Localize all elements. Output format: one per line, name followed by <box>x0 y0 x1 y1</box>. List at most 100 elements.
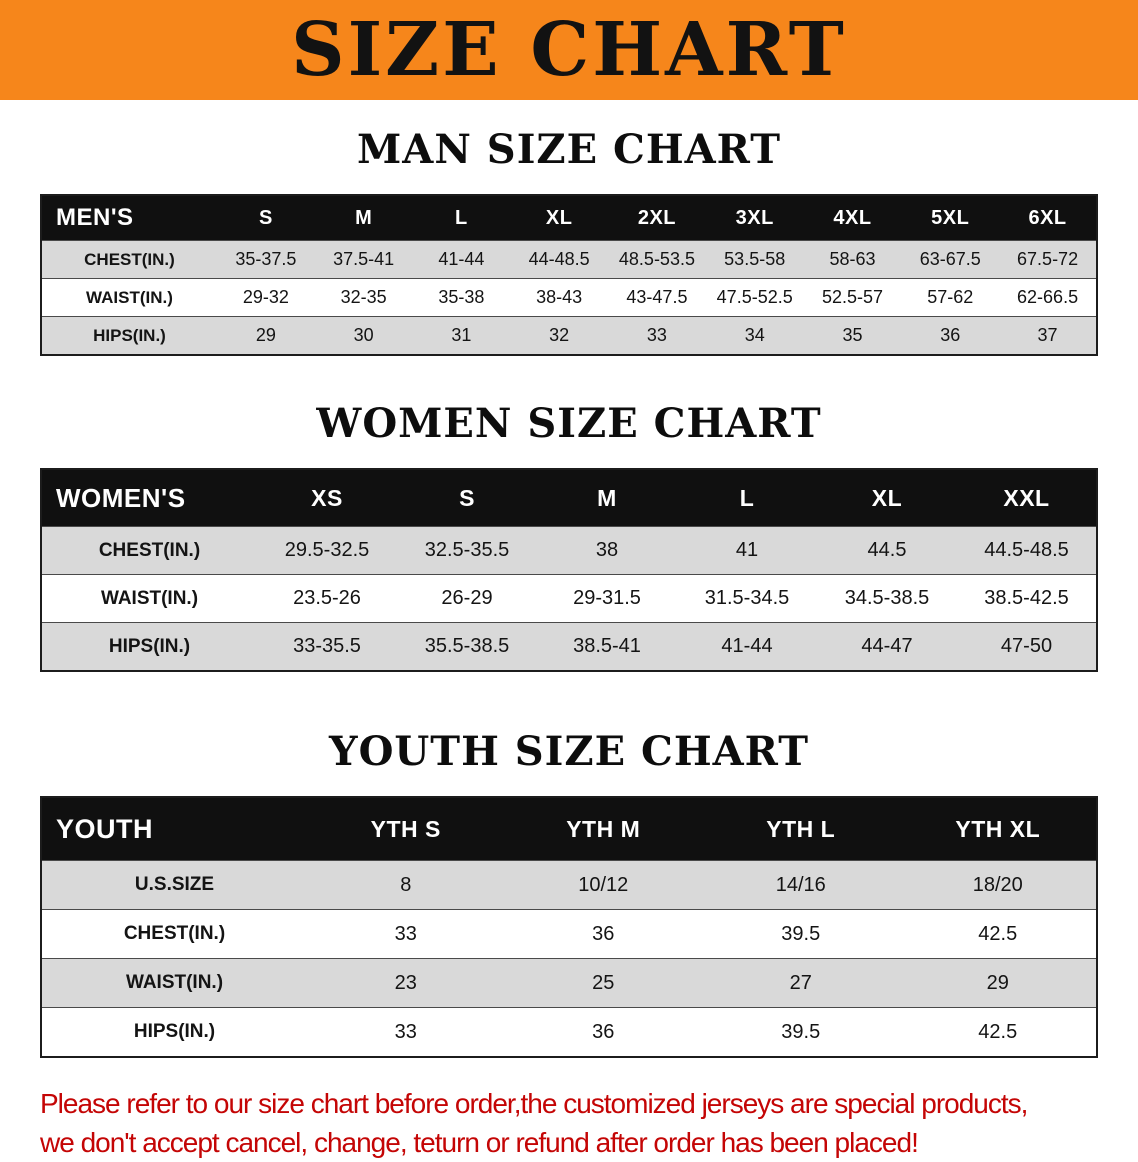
value-cell: 41 <box>735 539 759 561</box>
value-cell: 39.5 <box>781 1020 821 1043</box>
table-title-cell: WOMEN'S <box>41 469 257 527</box>
value-cell: 35 <box>842 325 863 345</box>
measurement-row: WAIST(IN.) 23.5-26 26-29 29-31.5 31.5-34.5 34… <box>41 574 1097 623</box>
value-cell: 32 <box>549 325 570 345</box>
measurement-row: HIPS(IN.) 33 36 39.5 42.5 <box>41 1007 1097 1057</box>
value-cell: 42.5 <box>978 1020 1018 1043</box>
value-cell: 44.5-48.5 <box>984 539 1069 561</box>
value-cell: 33-35.5 <box>293 635 361 657</box>
value-cell: 18/20 <box>972 873 1023 896</box>
value-cell: 43-47.5 <box>626 287 688 307</box>
value-cell: 29 <box>255 325 276 345</box>
value-cell: 33 <box>646 325 667 345</box>
value-cell: 31.5-34.5 <box>704 587 790 609</box>
value-cell: 34 <box>744 325 765 345</box>
disclaimer-line-1: Please refer to our size chart before or… <box>40 1088 1028 1119</box>
youth-size-table: YOUTH YTH S YTH M YTH L YTH XL U.S.SIZE 8 10/12… <box>40 796 1098 1058</box>
disclaimer-line-2: we don't accept cancel, change, teturn o… <box>40 1127 919 1158</box>
value-cell: 36 <box>592 922 615 945</box>
value-cell: 33 <box>394 922 417 945</box>
value-cell: 52.5-57 <box>821 287 883 307</box>
value-cell: 29 <box>986 971 1009 994</box>
value-cell: 31 <box>451 325 472 345</box>
value-cell: 29.5-32.5 <box>284 539 370 561</box>
row-label: HIPS(IN.) <box>133 1021 216 1042</box>
value-cell: 35.5-38.5 <box>424 635 510 657</box>
value-cell: 37.5-41 <box>333 249 395 269</box>
table-title-cell: MEN'S <box>41 195 217 241</box>
row-label: WAIST(IN.) <box>125 972 224 993</box>
value-cell: 47.5-52.5 <box>716 287 793 307</box>
value-cell: 38-43 <box>536 287 583 307</box>
value-cell: 44-47 <box>861 635 913 657</box>
measurement-row: CHEST(IN.) 33 36 39.5 42.5 <box>41 909 1097 959</box>
value-cell: 23 <box>394 971 417 994</box>
footer-disclaimer: Please refer to our size chart before or… <box>40 1084 1138 1162</box>
value-cell: 67.5-72 <box>1017 249 1079 269</box>
size-column-header: YTH M <box>504 797 702 861</box>
value-cell: 37 <box>1037 325 1058 345</box>
women-size-table: WOMEN'S XS S M L XL XXL CHEST(IN.) 29.5-32.5 32.5… <box>40 468 1098 672</box>
women-section-title: WOMEN SIZE CHART <box>316 400 822 447</box>
men-section-title: MAN SIZE CHART <box>357 126 781 173</box>
value-cell: 14/16 <box>775 873 826 896</box>
value-cell: 27 <box>789 971 812 994</box>
size-column-header: 6XL <box>999 195 1097 241</box>
value-cell: 53.5-58 <box>724 249 786 269</box>
size-column-header: YTH L <box>702 797 900 861</box>
size-column-header: YTH S <box>307 797 505 861</box>
measurement-row: HIPS(IN.) 29 30 31 32 33 34 35 36 37 <box>41 316 1097 355</box>
size-column-header: 5XL <box>901 195 1000 241</box>
value-cell: 10/12 <box>578 873 629 896</box>
row-label: WAIST(IN.) <box>86 287 173 307</box>
size-column-header: 3XL <box>705 195 804 241</box>
measurement-row: U.S.SIZE 8 10/12 14/16 18/20 <box>41 860 1097 910</box>
table-title-cell: YOUTH <box>41 797 307 861</box>
value-cell: 32.5-35.5 <box>424 539 510 561</box>
row-label: U.S.SIZE <box>134 874 215 895</box>
header-row: YOUTH YTH S YTH M YTH L YTH XL <box>41 797 1097 861</box>
size-column-header: L <box>677 469 817 527</box>
value-cell: 36 <box>592 1020 615 1043</box>
measurement-row: WAIST(IN.) 23 25 27 29 <box>41 958 1097 1008</box>
value-cell: 62-66.5 <box>1017 287 1079 307</box>
size-column-header: 4XL <box>803 195 902 241</box>
size-column-header: 2XL <box>608 195 706 241</box>
value-cell: 41-44 <box>438 249 485 269</box>
size-column-header: XXL <box>957 469 1097 527</box>
value-cell: 42.5 <box>978 922 1018 945</box>
value-cell: 38.5-42.5 <box>984 587 1069 609</box>
value-cell: 44.5 <box>867 539 907 561</box>
row-label: WAIST(IN.) <box>100 587 199 609</box>
value-cell: 41-44 <box>721 635 773 657</box>
value-cell: 29-32 <box>242 287 289 307</box>
value-cell: 36 <box>940 325 961 345</box>
value-cell: 48.5-53.5 <box>618 249 695 269</box>
measurement-row: CHEST(IN.) 35-37.5 37.5-41 41-44 44-48.5 48.5… <box>41 240 1097 279</box>
youth-section-title: YOUTH SIZE CHART <box>329 728 809 775</box>
value-cell: 47-50 <box>1000 635 1053 657</box>
value-cell: 38.5-41 <box>573 635 641 657</box>
value-cell: 32-35 <box>340 287 387 307</box>
value-cell: 57-62 <box>927 287 974 307</box>
value-cell: 25 <box>592 971 615 994</box>
value-cell: 23.5-26 <box>293 587 361 609</box>
banner-title: SIZE CHART <box>291 7 847 93</box>
row-label: CHEST(IN.) <box>123 923 226 944</box>
measurement-row: WAIST(IN.) 29-32 32-35 35-38 38-43 43-47.5 47.… <box>41 278 1097 317</box>
row-label: HIPS(IN.) <box>93 325 166 345</box>
row-label: CHEST(IN.) <box>98 539 201 561</box>
value-cell: 26-29 <box>441 587 493 609</box>
value-cell: 30 <box>353 325 374 345</box>
size-column-header: XS <box>257 469 397 527</box>
value-cell: 35-38 <box>438 287 485 307</box>
row-label: HIPS(IN.) <box>108 635 191 657</box>
value-cell: 29-31.5 <box>573 587 641 609</box>
value-cell: 63-67.5 <box>919 249 981 269</box>
size-column-header: XL <box>510 195 609 241</box>
value-cell: 44-48.5 <box>528 249 590 269</box>
row-label: CHEST(IN.) <box>84 249 175 269</box>
measurement-row: CHEST(IN.) 29.5-32.5 32.5-35.5 38 41 44.5 44.5… <box>41 526 1097 575</box>
value-cell: 33 <box>394 1020 417 1043</box>
value-cell: 39.5 <box>781 922 821 945</box>
